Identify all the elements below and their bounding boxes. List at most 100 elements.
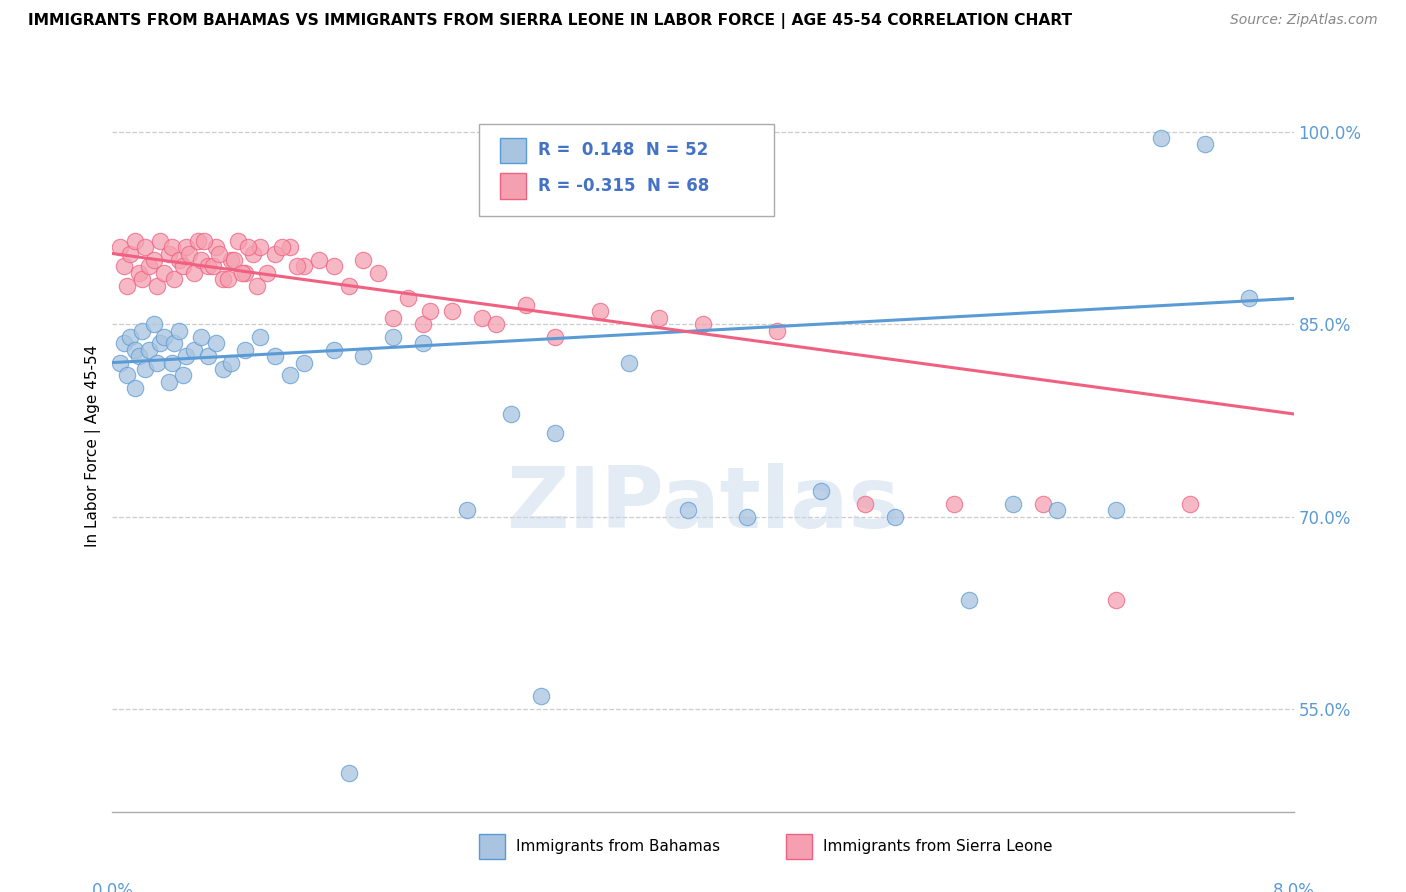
Point bbox=[231, 266, 253, 280]
Point bbox=[212, 272, 235, 286]
Point bbox=[149, 336, 172, 351]
Point bbox=[678, 503, 700, 517]
Point bbox=[337, 766, 360, 780]
Point bbox=[174, 240, 197, 254]
Point bbox=[1105, 503, 1128, 517]
Point bbox=[515, 298, 537, 312]
Point bbox=[737, 509, 759, 524]
Point bbox=[441, 304, 464, 318]
Point bbox=[217, 272, 239, 286]
Point bbox=[352, 349, 374, 363]
Point bbox=[501, 407, 523, 421]
Point bbox=[264, 246, 287, 260]
Text: Immigrants from Bahamas: Immigrants from Bahamas bbox=[516, 839, 720, 854]
Point bbox=[131, 272, 153, 286]
Point bbox=[128, 349, 150, 363]
Point bbox=[179, 246, 201, 260]
Point bbox=[249, 330, 271, 344]
Point bbox=[160, 240, 183, 254]
Text: IMMIGRANTS FROM BAHAMAS VS IMMIGRANTS FROM SIERRA LEONE IN LABOR FORCE | AGE 45-: IMMIGRANTS FROM BAHAMAS VS IMMIGRANTS FR… bbox=[28, 13, 1073, 29]
Point bbox=[278, 368, 301, 383]
Point bbox=[197, 349, 219, 363]
Point bbox=[112, 336, 135, 351]
Text: ZIPatlas: ZIPatlas bbox=[506, 463, 900, 546]
Point bbox=[138, 343, 160, 357]
Point bbox=[1001, 497, 1024, 511]
Point bbox=[242, 246, 264, 260]
Point bbox=[157, 375, 180, 389]
Point bbox=[256, 266, 278, 280]
Point bbox=[238, 240, 260, 254]
Point bbox=[853, 497, 877, 511]
Point bbox=[128, 266, 150, 280]
Point bbox=[323, 260, 346, 274]
Point bbox=[271, 240, 294, 254]
Point bbox=[529, 690, 551, 704]
Point bbox=[766, 324, 789, 338]
Point bbox=[120, 246, 142, 260]
Point bbox=[367, 266, 389, 280]
Point bbox=[108, 355, 131, 369]
Point bbox=[124, 343, 146, 357]
Point bbox=[146, 355, 169, 369]
Point bbox=[124, 381, 146, 395]
Point bbox=[167, 324, 190, 338]
Point bbox=[163, 272, 186, 286]
Point bbox=[308, 252, 330, 267]
Point bbox=[112, 260, 135, 274]
Point bbox=[1046, 503, 1069, 517]
Text: 0.0%: 0.0% bbox=[91, 882, 134, 892]
Point bbox=[1239, 292, 1261, 306]
Point bbox=[124, 234, 146, 248]
Point bbox=[957, 593, 980, 607]
Point bbox=[187, 234, 209, 248]
Point bbox=[233, 266, 256, 280]
Point bbox=[381, 330, 405, 344]
Point bbox=[153, 330, 176, 344]
Point bbox=[884, 509, 907, 524]
Point bbox=[233, 343, 256, 357]
Point bbox=[278, 240, 301, 254]
Bar bbox=[501, 173, 526, 199]
Point bbox=[619, 355, 641, 369]
Point bbox=[138, 260, 160, 274]
Point bbox=[160, 355, 183, 369]
Point bbox=[222, 252, 245, 267]
Point bbox=[205, 336, 228, 351]
Point bbox=[544, 426, 567, 441]
Point bbox=[292, 260, 315, 274]
Point bbox=[212, 362, 235, 376]
Point bbox=[174, 349, 197, 363]
Point bbox=[190, 330, 212, 344]
Point bbox=[134, 362, 156, 376]
Point bbox=[149, 234, 172, 248]
Point bbox=[485, 317, 508, 331]
Point bbox=[337, 278, 360, 293]
Point bbox=[226, 234, 249, 248]
Text: Source: ZipAtlas.com: Source: ZipAtlas.com bbox=[1230, 13, 1378, 28]
Point bbox=[172, 368, 194, 383]
Point bbox=[183, 266, 205, 280]
Point bbox=[134, 240, 156, 254]
Point bbox=[157, 246, 180, 260]
Point bbox=[323, 343, 346, 357]
Point bbox=[163, 336, 186, 351]
FancyBboxPatch shape bbox=[478, 124, 773, 216]
Point bbox=[249, 240, 271, 254]
Text: Immigrants from Sierra Leone: Immigrants from Sierra Leone bbox=[824, 839, 1053, 854]
Point bbox=[108, 240, 131, 254]
Text: R =  0.148  N = 52: R = 0.148 N = 52 bbox=[537, 141, 707, 160]
Point bbox=[285, 260, 308, 274]
Bar bbox=[786, 834, 811, 859]
Point bbox=[146, 278, 169, 293]
Point bbox=[412, 336, 434, 351]
Point bbox=[201, 260, 224, 274]
Point bbox=[292, 355, 315, 369]
Point bbox=[197, 260, 219, 274]
Point bbox=[352, 252, 374, 267]
Point bbox=[419, 304, 441, 318]
Point bbox=[1194, 137, 1216, 152]
Point bbox=[396, 292, 419, 306]
Point bbox=[142, 252, 165, 267]
Point bbox=[544, 330, 567, 344]
